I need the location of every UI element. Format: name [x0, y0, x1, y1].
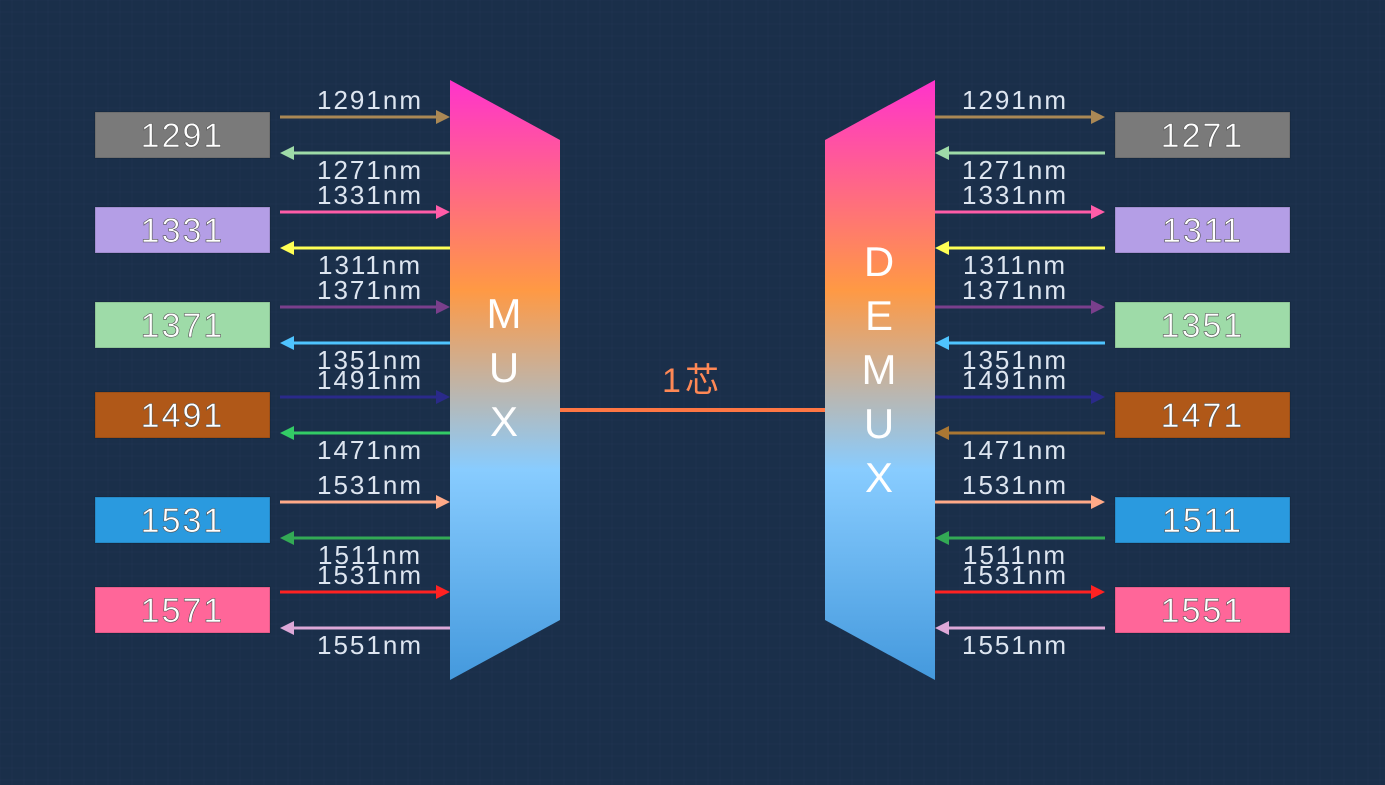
- channel-box-label: 1271: [1161, 117, 1245, 155]
- channel-box-label: 1291: [141, 117, 225, 155]
- arrow-label: 1471nm: [962, 435, 1068, 465]
- arrow-label: 1551nm: [962, 630, 1068, 660]
- channel-box-label: 1571: [141, 592, 225, 630]
- arrow-label: 1531nm: [962, 470, 1068, 500]
- arrow-label: 1491nm: [317, 365, 423, 395]
- arrow-label: 1291nm: [317, 85, 423, 115]
- channel-box-label: 1551: [1161, 592, 1245, 630]
- arrow-label: 1531nm: [317, 560, 423, 590]
- channel-box-label: 1531: [141, 502, 225, 540]
- mux-label: MUX: [487, 290, 524, 445]
- cwdm-mux-demux-diagram: 12911291nm1271nm13311331nm1311nm13711371…: [0, 0, 1385, 785]
- arrow-label: 1371nm: [962, 275, 1068, 305]
- arrow-label: 1331nm: [317, 180, 423, 210]
- channel-box-label: 1331: [141, 212, 225, 250]
- fiber-link-label: 1芯: [662, 362, 723, 400]
- demux-label: DEMUX: [862, 238, 899, 501]
- arrow-label: 1331nm: [962, 180, 1068, 210]
- channel-box-label: 1471: [1161, 397, 1245, 435]
- channel-box-label: 1371: [141, 307, 225, 345]
- channel-box-label: 1351: [1161, 307, 1245, 345]
- channel-box-label: 1491: [141, 397, 225, 435]
- arrow-label: 1471nm: [317, 435, 423, 465]
- arrow-label: 1491nm: [962, 365, 1068, 395]
- arrow-label: 1371nm: [317, 275, 423, 305]
- arrow-label: 1551nm: [317, 630, 423, 660]
- channel-box-label: 1311: [1162, 212, 1243, 250]
- arrow-label: 1531nm: [962, 560, 1068, 590]
- arrow-label: 1531nm: [317, 470, 423, 500]
- arrow-label: 1291nm: [962, 85, 1068, 115]
- channel-box-label: 1511: [1162, 502, 1243, 540]
